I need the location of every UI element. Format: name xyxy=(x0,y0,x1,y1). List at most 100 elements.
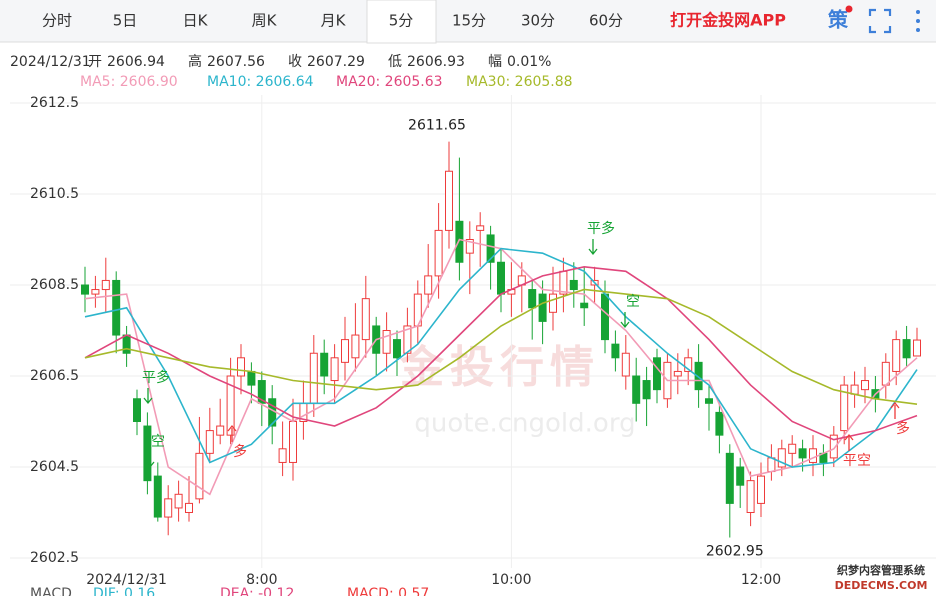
signal-arrow xyxy=(890,401,900,419)
signal-arrow xyxy=(145,452,155,469)
candle-body xyxy=(122,334,131,354)
candle-body xyxy=(840,384,849,432)
candle-body xyxy=(528,289,537,309)
candle-body xyxy=(237,357,245,377)
candle-body xyxy=(424,275,433,295)
candle-body xyxy=(341,339,349,363)
candle-body xyxy=(320,352,329,377)
candle-body xyxy=(216,425,225,436)
candle-body xyxy=(101,279,110,291)
fullscreen-icon[interactable] xyxy=(868,8,892,34)
legend-item: MA20: 2605.63 xyxy=(336,74,443,90)
tab[interactable]: 5日 xyxy=(113,12,138,30)
info-value: 2606.93 xyxy=(407,54,465,70)
legend-value: 2605.88 xyxy=(515,74,573,90)
candle-body xyxy=(330,357,339,382)
candle-body xyxy=(673,370,682,377)
candle-body xyxy=(913,339,921,357)
tab[interactable]: 周K xyxy=(252,12,278,30)
ma-line xyxy=(84,247,918,468)
candle-body xyxy=(205,430,214,454)
legend-name: MA20 xyxy=(336,74,375,90)
tab[interactable]: 15分 xyxy=(452,12,486,30)
info-label: 2024/12/31 xyxy=(10,54,91,70)
candle-body xyxy=(705,398,713,404)
info-item: 收 2607.29 xyxy=(288,54,365,70)
candle-body xyxy=(684,357,693,372)
app-link[interactable]: 打开金投网APP xyxy=(670,11,786,30)
candle-body xyxy=(829,434,838,459)
signal-label: 平多 xyxy=(587,220,615,237)
tab[interactable]: 5分 xyxy=(389,12,414,30)
candle-body xyxy=(465,239,474,254)
signal-label: 空 xyxy=(151,434,165,450)
y-tick-label: 2604.5 xyxy=(30,459,79,475)
candle-body xyxy=(757,475,765,504)
tab[interactable]: 分时 xyxy=(42,12,72,30)
ma-line xyxy=(84,265,918,441)
candle-body xyxy=(881,361,890,386)
strategy-icon[interactable]: 策 xyxy=(828,8,849,32)
candle-body xyxy=(569,279,578,291)
legend-item: MA30: 2605.88 xyxy=(466,74,573,90)
candle-body xyxy=(112,279,121,336)
macd-legend: MACD xyxy=(30,586,72,596)
legend-value: 2606.90 xyxy=(120,74,178,90)
macd-legend: DIF: 0.16 xyxy=(93,586,155,596)
candle-body xyxy=(559,270,568,295)
info-value: 2607.56 xyxy=(207,54,265,70)
y-tick-label: 2612.5 xyxy=(30,95,79,111)
candle-body xyxy=(736,466,745,486)
candle-body xyxy=(632,375,641,404)
candle-body xyxy=(538,293,547,322)
candle-body xyxy=(767,457,776,473)
legend-name: MA30 xyxy=(466,74,505,90)
y-tick-label: 2602.5 xyxy=(30,550,79,566)
signal-label: 空 xyxy=(626,294,640,310)
x-tick-label: 12:00 xyxy=(741,572,781,588)
candle-body xyxy=(611,343,620,359)
watermark-url: quote.cngold.org xyxy=(414,409,635,439)
candle-body xyxy=(81,284,89,295)
candle-body xyxy=(185,502,193,513)
info-item: 高 2607.56 xyxy=(188,53,265,70)
candle-body xyxy=(195,452,204,500)
y-tick-label: 2606.5 xyxy=(30,368,79,384)
candle-body xyxy=(892,339,901,372)
tab[interactable]: 月K xyxy=(321,12,347,30)
x-tick-label: 8:00 xyxy=(246,572,277,588)
candle-body xyxy=(174,493,183,509)
signal-label: 多 xyxy=(896,420,910,437)
signal-arrow xyxy=(620,312,630,329)
candle-body xyxy=(393,339,401,359)
candle-body xyxy=(289,421,297,463)
signal-arrow xyxy=(143,388,153,405)
info-label: 收 xyxy=(288,54,302,70)
info-value: 0.01% xyxy=(507,54,551,70)
candle-body xyxy=(351,334,360,359)
candle-body xyxy=(247,370,256,386)
badge xyxy=(845,5,853,13)
max-label: 2611.65 xyxy=(408,118,466,134)
site-mark-bg xyxy=(826,562,936,596)
candle-body xyxy=(309,352,318,404)
candle-body xyxy=(861,380,869,391)
candle-body xyxy=(902,339,911,359)
candle-body xyxy=(278,448,287,463)
candle-body xyxy=(715,411,724,436)
candle-body xyxy=(497,261,505,295)
candle-body xyxy=(580,302,589,309)
info-value: 2606.94 xyxy=(107,54,165,70)
tab[interactable]: 60分 xyxy=(589,12,623,30)
tab[interactable]: 30分 xyxy=(521,12,555,30)
candle-body xyxy=(725,452,734,504)
tab-bar xyxy=(0,0,936,42)
info-item: 开 2606.94 xyxy=(88,54,165,70)
signal-arrow xyxy=(844,433,854,451)
candle-body xyxy=(455,220,464,263)
candle-body xyxy=(434,229,443,277)
tab[interactable]: 日K xyxy=(183,12,209,30)
candle-body xyxy=(809,448,817,463)
